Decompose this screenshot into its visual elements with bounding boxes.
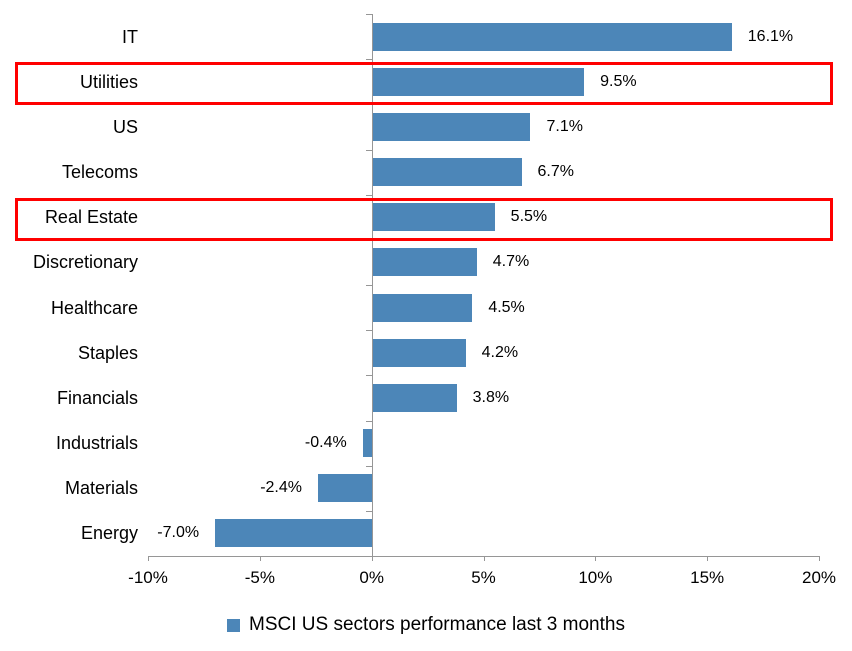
value-label: -7.0% — [157, 524, 200, 542]
bar — [371, 158, 522, 187]
x-axis-tick-label: -5% — [244, 568, 275, 587]
x-axis-tick — [483, 556, 485, 561]
x-axis-tick — [819, 556, 820, 561]
bar — [371, 22, 732, 51]
y-axis-line — [371, 14, 373, 556]
category-label: IT — [122, 26, 138, 47]
y-axis-tick — [365, 465, 372, 467]
category-label: Discretionary — [32, 252, 138, 273]
bar — [215, 519, 372, 548]
y-axis-tick — [365, 14, 372, 15]
category-label: Healthcare — [50, 297, 138, 318]
category-label: Telecoms — [61, 162, 138, 183]
category-label: Real Estate — [44, 207, 138, 228]
bar — [371, 293, 473, 322]
legend-label: MSCI US sectors performance last 3 month… — [249, 614, 625, 635]
value-label: -0.4% — [304, 434, 347, 452]
value-label: 3.8% — [472, 388, 510, 406]
x-axis-tick-label: 5% — [471, 568, 496, 587]
value-label: 4.5% — [488, 298, 525, 316]
bar — [371, 383, 457, 412]
x-axis-tick — [148, 556, 149, 561]
y-axis-tick — [365, 149, 372, 151]
bar — [371, 67, 585, 96]
bar — [362, 429, 372, 458]
x-axis-tick — [259, 556, 261, 561]
category-label: Materials — [64, 478, 138, 499]
x-axis-tick — [371, 556, 373, 561]
category-label: Energy — [80, 523, 138, 544]
legend: MSCI US sectors performance last 3 month… — [0, 612, 852, 638]
value-label: -2.4% — [260, 479, 302, 497]
value-label: 7.1% — [546, 117, 583, 135]
value-label: 5.5% — [510, 208, 548, 226]
legend-swatch-icon — [227, 618, 241, 632]
x-axis-tick-label: 10% — [578, 568, 613, 587]
value-label: 4.7% — [492, 253, 530, 271]
x-axis-tick-label: 15% — [690, 568, 725, 587]
bar — [371, 112, 531, 141]
x-axis-tick-label: 0% — [359, 568, 384, 587]
value-label: 4.2% — [481, 343, 519, 361]
y-axis-tick — [365, 420, 372, 422]
bar — [371, 248, 477, 277]
y-axis-tick — [365, 375, 372, 377]
bar — [371, 203, 495, 232]
category-label: US — [112, 116, 138, 137]
category-label: Financials — [56, 387, 138, 408]
x-axis-tick — [595, 556, 597, 561]
category-label: Utilities — [79, 71, 138, 92]
y-axis-tick — [365, 194, 372, 196]
highlight-box — [15, 62, 833, 106]
highlight-box — [15, 197, 833, 241]
x-axis-tick — [707, 556, 709, 561]
value-label: 16.1% — [747, 27, 794, 45]
y-axis-tick — [365, 330, 372, 332]
y-axis-tick — [365, 285, 372, 286]
x-axis-tick-label: 20% — [801, 568, 837, 587]
x-axis-tick-label: -10% — [128, 568, 168, 587]
bar — [317, 474, 372, 503]
value-label: 9.5% — [600, 72, 637, 90]
y-axis-tick — [365, 59, 372, 61]
value-label: 6.7% — [537, 163, 574, 181]
category-label: Industrials — [55, 433, 138, 454]
category-label: Staples — [77, 342, 138, 363]
bar — [371, 338, 466, 367]
y-axis-tick — [365, 510, 372, 512]
